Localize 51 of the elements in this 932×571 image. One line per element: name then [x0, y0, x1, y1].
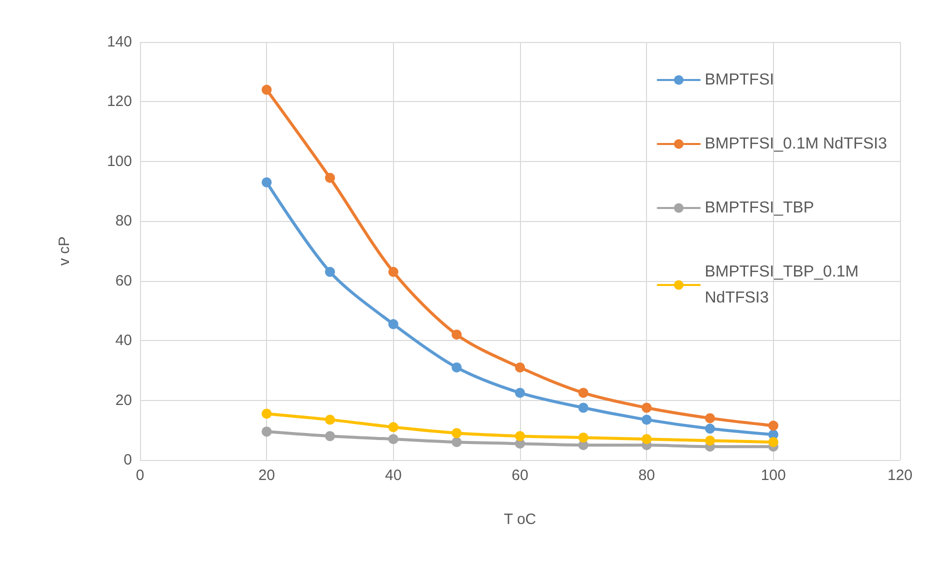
point	[768, 437, 778, 448]
point	[642, 414, 652, 425]
point	[515, 431, 525, 442]
point	[768, 420, 778, 431]
point	[705, 424, 715, 434]
x-tick-label: 40	[384, 467, 402, 484]
point	[578, 402, 588, 413]
x-tick-label: 80	[638, 467, 656, 484]
point	[262, 408, 272, 419]
point	[452, 362, 462, 372]
point	[452, 437, 462, 448]
point	[325, 266, 335, 277]
point	[578, 432, 588, 443]
point	[325, 431, 335, 442]
y-tick-label: 40	[115, 332, 132, 350]
y-tick-label: 100	[106, 152, 132, 170]
y-tick-label: 140	[106, 34, 132, 50]
y-axis-title: v cP	[56, 236, 73, 266]
point	[388, 319, 398, 330]
legend-label: BMPTFSI_0.1M NdTFSI3	[704, 136, 888, 152]
legend-label: BMPTFSI_TBP_0.1M NdTFSI3	[704, 264, 859, 306]
x-tick-label: 100	[760, 467, 786, 484]
point	[325, 414, 335, 425]
x-axis-title: T oC	[504, 511, 536, 528]
x-tick-label: 0	[136, 467, 144, 484]
point	[388, 434, 398, 444]
x-tick-label: 60	[512, 467, 528, 484]
point	[515, 388, 525, 398]
x-tick-label: 20	[258, 467, 276, 484]
point	[262, 84, 272, 95]
point	[642, 434, 652, 444]
point	[452, 330, 462, 340]
point	[262, 426, 272, 437]
legend-label: BMPTFSI_TBP	[704, 200, 814, 216]
legend-label: BMPTFSI	[704, 72, 774, 88]
point	[325, 172, 335, 183]
point	[388, 422, 398, 432]
y-tick-label: 0	[124, 452, 132, 468]
y-tick-label: 120	[106, 93, 132, 110]
point	[452, 428, 462, 438]
y-tick-label: 60	[115, 272, 132, 290]
point	[705, 413, 715, 424]
point	[388, 266, 398, 277]
point	[642, 402, 652, 413]
x-tick-label: 120	[887, 467, 913, 484]
point	[515, 362, 525, 372]
y-tick-label: 20	[115, 392, 132, 409]
point	[705, 436, 715, 446]
y-tick-label: 80	[115, 212, 132, 230]
point	[262, 177, 272, 188]
point	[578, 388, 588, 398]
